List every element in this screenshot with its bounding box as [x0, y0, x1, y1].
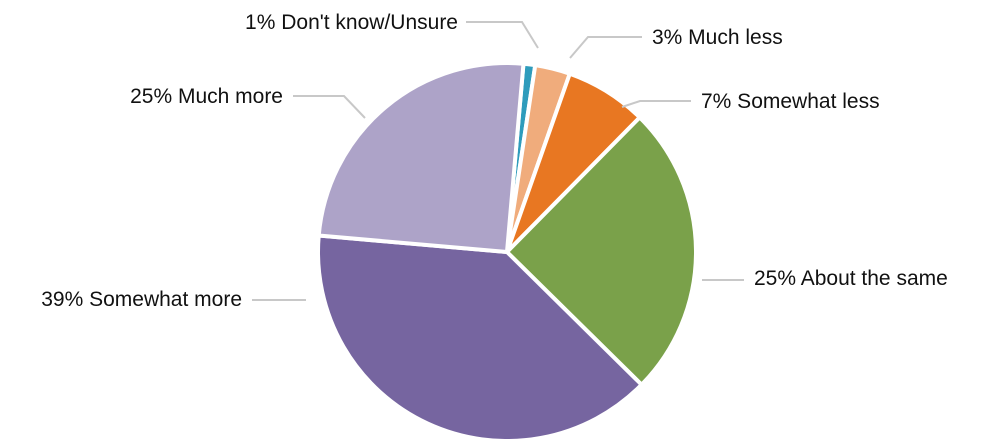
leader-lines — [252, 21, 744, 301]
slice-label-about-the-same: 25% About the same — [754, 267, 948, 290]
slice-label-somewhat-less: 7% Somewhat less — [701, 90, 880, 113]
slice-label-much-more: 25% Much more — [130, 85, 283, 108]
slice-label-dont-know: 1% Don't know/Unsure — [245, 11, 458, 34]
leader-line-dont-know — [466, 21, 539, 49]
leader-line-much-more — [293, 95, 366, 119]
pie-slice-much-more — [316, 61, 526, 254]
leader-line-somewhat-less — [621, 100, 691, 108]
pie-slice-about-the-same — [505, 115, 698, 387]
slice-label-somewhat-more: 39% Somewhat more — [41, 288, 242, 311]
pie-slices — [316, 61, 698, 439]
leader-line-much-less — [569, 36, 642, 59]
pie-slice-somewhat-more — [316, 233, 644, 439]
slice-label-much-less: 3% Much less — [652, 26, 783, 49]
slice-labels: 1% Don't know/Unsure 3% Much less 7% Som… — [41, 11, 948, 311]
